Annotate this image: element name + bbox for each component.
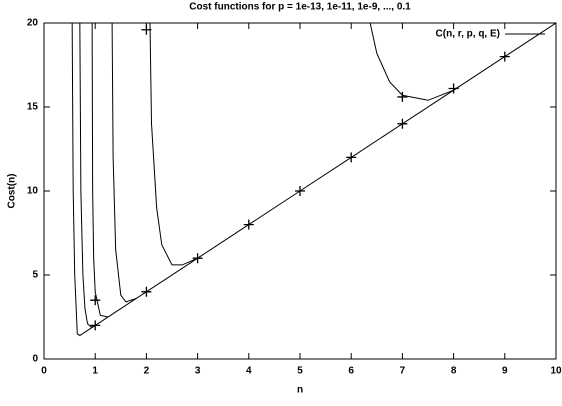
legend-label: C(n, r, p, q, E) [436,29,500,40]
point [90,295,101,306]
chart-title: Cost functions for p = 1e-13, 1e-11, 1e-… [189,2,411,13]
y-tick-label: 0 [32,354,38,365]
cost-curve [149,23,198,266]
point [90,320,101,331]
x-tick-label: 2 [144,366,150,377]
x-tick-label: 8 [451,366,457,377]
y-tick-label: 10 [27,186,39,197]
point [141,24,152,35]
x-tick-label: 5 [297,366,303,377]
point [295,186,305,196]
x-tick-label: 1 [92,366,98,377]
x-tick-label: 6 [348,366,354,377]
point [499,51,510,62]
x-tick-label: 0 [41,366,47,377]
point [243,219,254,230]
x-tick-label: 10 [550,366,562,377]
x-axis-label: n [297,385,303,396]
cost-curve [79,23,96,328]
point [346,152,357,163]
cost-curve [111,23,137,303]
cost-curve [91,23,109,318]
y-tick-label: 5 [32,270,38,281]
point [448,83,459,94]
point [397,91,408,102]
x-tick-label: 4 [246,366,252,377]
x-tick-label: 3 [195,366,201,377]
y-tick-label: 20 [27,18,39,29]
cost-curve [71,23,556,337]
y-axis-label: Cost(n) [7,174,18,209]
x-tick-label: 7 [400,366,406,377]
x-tick-label: 9 [502,366,508,377]
point [397,118,408,129]
point [141,286,152,297]
y-tick-label: 15 [27,102,39,113]
point [192,253,203,264]
